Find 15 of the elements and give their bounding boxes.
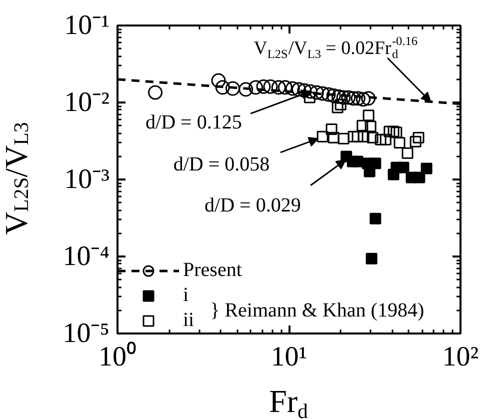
annotation: d/D = 0.029 — [204, 194, 301, 216]
annotation: } Reimann & Khan (1984) — [210, 299, 424, 322]
annotation: d/D = 0.125 — [146, 112, 242, 134]
x-tick-label: 10² — [442, 342, 479, 372]
legend-label: ii — [183, 308, 196, 333]
y-tick-label: 10⁻² — [64, 87, 110, 118]
x-axis-title: Fr$_{d}$ — [269, 383, 308, 419]
y-tick-label: 10⁻¹ — [64, 10, 110, 41]
annotation: d/D = 0.058 — [173, 153, 270, 176]
x-tick-label: 10⁰ — [98, 342, 136, 372]
legend-label: Present — [183, 258, 242, 283]
y-tick-label: 10⁻⁴ — [62, 241, 110, 272]
legend-label: i — [183, 283, 190, 308]
x-tick-label: 10¹ — [270, 342, 308, 372]
y-tick-label: 10⁻³ — [64, 164, 110, 195]
